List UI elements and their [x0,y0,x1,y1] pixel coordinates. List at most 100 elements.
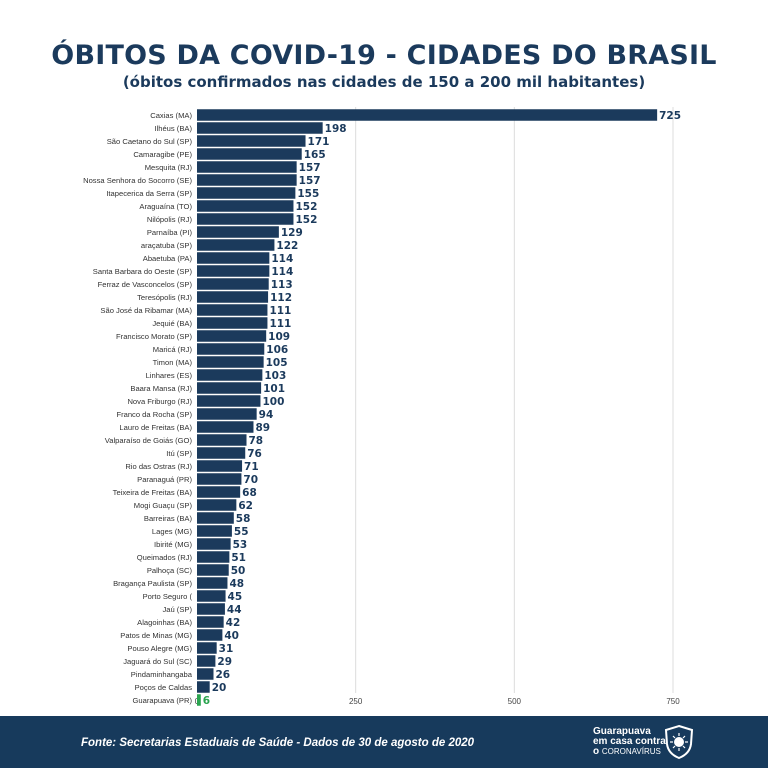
brand-line-1: Guarapuava [593,726,651,737]
category-label: Teresópolis (RJ) [137,293,192,302]
category-label: Araguaína (TO) [139,202,192,211]
bar [197,135,306,147]
data-label: 105 [266,357,288,369]
x-tick-label: 250 [349,697,363,706]
data-label: 45 [228,591,243,603]
category-label: Timon (MA) [153,358,193,367]
bar [197,590,226,602]
category-label: Franco da Rocha (SP) [116,410,192,419]
category-label: Itú (SP) [166,449,192,458]
category-label: Nossa Senhora do Socorro (SE) [83,176,192,185]
category-label: Ferraz de Vasconcelos (SP) [98,280,193,289]
data-label: 29 [217,656,232,668]
bar [197,473,242,485]
bar [197,694,201,706]
bar [197,538,231,550]
bar [197,382,262,394]
data-label: 58 [236,513,251,525]
category-label: Alagoinhas (BA) [137,618,192,627]
category-label: Porto Seguro ( [143,592,193,601]
data-label: 103 [264,370,286,382]
data-label: 198 [325,123,347,135]
bar [197,174,297,186]
data-label: 26 [216,669,231,681]
category-label: Guarapuava (PR) [132,696,192,705]
data-label: 165 [304,149,326,161]
bar [197,304,268,316]
data-label: 114 [271,253,293,265]
category-label: Barreiras (BA) [144,514,193,523]
category-label: Palhoça (SC) [147,566,193,575]
bar [197,122,323,134]
bar [197,629,223,641]
bar [197,551,230,563]
category-label: Santa Barbara do Oeste (SP) [93,267,193,276]
category-label: Paranaguá (PR) [137,475,192,484]
category-label: Ilhéus (BA) [154,124,192,133]
bar [197,681,210,693]
data-label: 70 [243,474,258,486]
category-label: Itapecerica da Serra (SP) [106,189,192,198]
data-label: 53 [233,539,248,551]
bar [197,369,263,381]
category-label: Teixeira de Freitas (BA) [113,488,193,497]
category-label: Rio das Ostras (RJ) [125,462,192,471]
data-label: 62 [238,500,253,512]
category-label: Lages (MG) [152,527,193,536]
data-label: 106 [266,344,288,356]
category-label: Pouso Alegre (MG) [127,644,192,653]
bar [197,499,237,511]
data-label: 100 [262,396,284,408]
footer: Fonte: Secretarias Estaduais de Saúde - … [0,716,768,768]
category-label: Lauro de Freitas (BA) [119,423,192,432]
category-label: Poços de Caldas [135,683,193,692]
shield-virus-icon [664,724,694,760]
bar [197,564,229,576]
bar [197,265,270,277]
bar [197,278,269,290]
data-label: 44 [227,604,242,616]
x-tick-label: 750 [666,697,680,706]
chart-subtitle: (óbitos confirmados nas cidades de 150 a… [122,73,646,91]
brand-line-3-prefix: o [593,746,600,757]
bar [197,512,234,524]
data-label: 101 [263,383,285,395]
category-label: Mesquita (RJ) [145,163,193,172]
bar [197,356,264,368]
category-label: Baara Mansa (RJ) [130,384,192,393]
brand-logo-text: Guarapuava em casa contra o CORONAVÍRUS [593,727,666,757]
category-label: Jaguará do Sul (SC) [123,657,192,666]
data-label: 113 [271,279,293,291]
data-label: 76 [247,448,262,460]
data-label: 725 [659,110,681,122]
category-label: São José da Ribamar (MA) [100,306,192,315]
data-label: 114 [271,266,293,278]
data-label: 40 [224,630,239,642]
chart-title: ÓBITOS DA COVID-19 - CIDADES DO BRASIL [51,40,717,71]
bar [197,200,294,212]
bar [197,343,265,355]
category-label: Nova Friburgo (RJ) [127,397,192,406]
data-label: 78 [249,435,264,447]
bar [197,460,243,472]
data-label: 122 [276,240,298,252]
category-label: Parnaíba (PI) [147,228,193,237]
x-tick-label: 500 [508,697,522,706]
data-label: 155 [297,188,319,200]
bar [197,421,254,433]
category-label: Caxias (MA) [150,111,192,120]
category-label: Mogi Guaçu (SP) [134,501,193,510]
bar [197,603,225,615]
data-label: 157 [299,175,321,187]
bar [197,616,224,628]
data-label: 71 [244,461,259,473]
data-label: 111 [269,305,291,317]
category-label: Francisco Morato (SP) [116,332,192,341]
category-label: Abaetuba (PA) [143,254,193,263]
data-label: 111 [269,318,291,330]
bar [197,252,270,264]
category-label: Jaú (SP) [162,605,192,614]
brand-line-2: em casa contra [593,736,666,747]
data-label: 89 [255,422,270,434]
bar [197,239,275,251]
